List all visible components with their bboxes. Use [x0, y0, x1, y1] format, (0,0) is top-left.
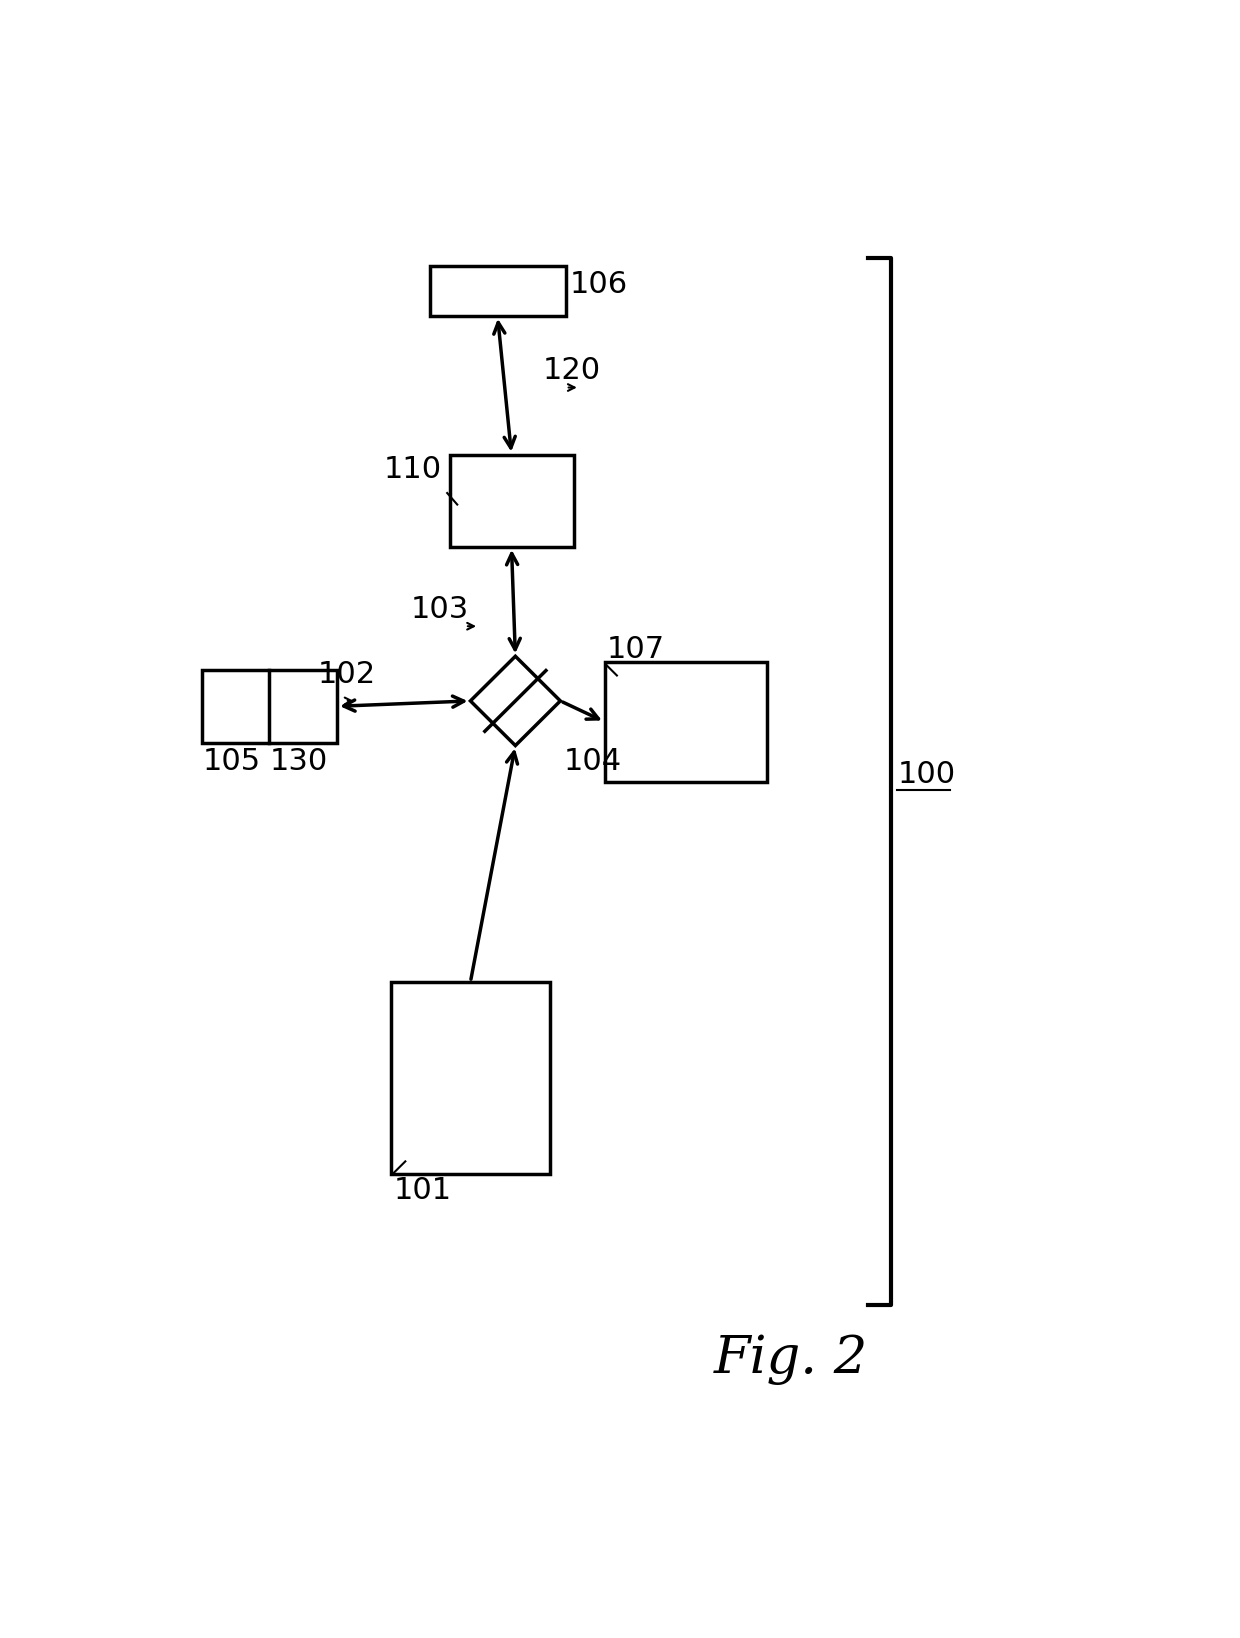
Text: 100: 100	[898, 760, 956, 788]
Bar	[605, 662, 768, 781]
Text: 102: 102	[317, 660, 376, 690]
Text: 130: 130	[270, 747, 327, 776]
Polygon shape	[470, 657, 560, 745]
Text: 110: 110	[383, 454, 441, 483]
Text: 103: 103	[410, 595, 469, 624]
Text: 106: 106	[569, 270, 627, 298]
Text: 105: 105	[203, 747, 262, 776]
Text: 104: 104	[563, 747, 621, 776]
Text: 120: 120	[543, 355, 600, 385]
Text: 101: 101	[394, 1176, 451, 1206]
Text: Fig. 2: Fig. 2	[713, 1333, 868, 1384]
Text: 107: 107	[606, 636, 665, 663]
Bar	[201, 670, 337, 744]
Bar	[392, 981, 551, 1174]
Bar	[449, 454, 573, 547]
Bar	[430, 265, 565, 316]
